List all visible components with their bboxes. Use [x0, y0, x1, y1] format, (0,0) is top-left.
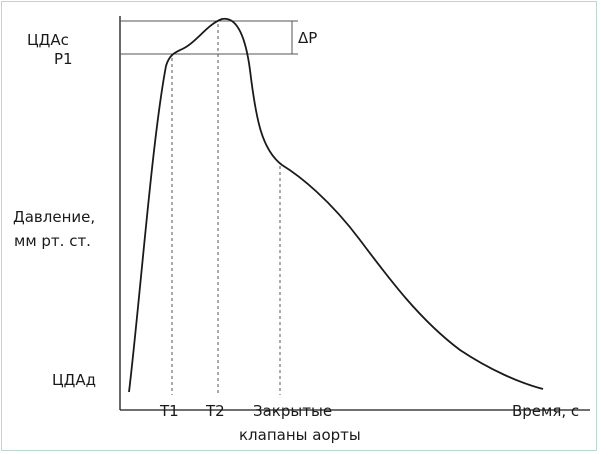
delta-p-label: ΔP: [298, 29, 317, 47]
pressure-curve: [128, 18, 544, 393]
systolic-label: ЦДАс: [27, 31, 69, 49]
p1-label: Р1: [54, 50, 73, 68]
t1-label: Т1: [159, 402, 179, 420]
valve-closure-label-line1: Закрытые: [253, 402, 332, 420]
y-axis-label-line1: Давление,: [13, 208, 95, 226]
x-axis-label: Время, с: [512, 402, 579, 420]
t2-label: Т2: [205, 402, 225, 420]
y-axis-label-line2: мм рт. ст.: [14, 232, 91, 250]
valve-closure-label-line2: клапаны аорты: [239, 426, 361, 444]
diastolic-label: ЦДАд: [52, 371, 96, 389]
